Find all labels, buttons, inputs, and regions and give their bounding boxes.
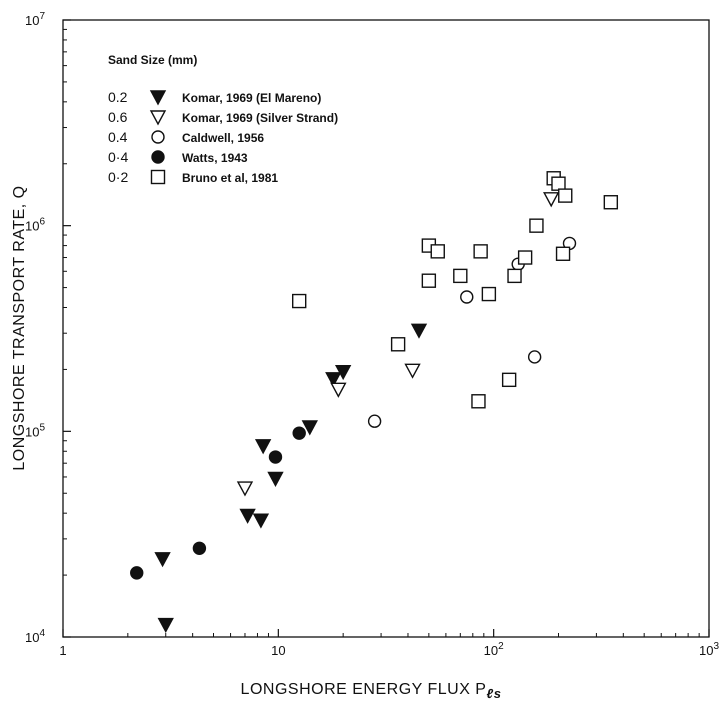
x-tick-label: 102 [484, 641, 504, 658]
x-tick-label: 10 [271, 643, 285, 658]
x-tick-label: 103 [699, 641, 719, 658]
data-point [154, 552, 171, 568]
data-point [252, 513, 270, 529]
legend-entry-label: Komar, 1969 (Silver Strand) [182, 111, 338, 125]
data-point [473, 244, 488, 259]
legend-sand-size: 0·2 [108, 169, 128, 185]
data-point [157, 617, 174, 633]
data-point [404, 363, 421, 379]
x-axis-label: LONGSHORE ENERGY FLUX Pℓs [241, 681, 502, 701]
data-point [390, 337, 406, 352]
legend-title: Sand Size (mm) [108, 53, 197, 67]
data-point [301, 420, 318, 436]
data-point [292, 293, 307, 309]
data-point [471, 394, 486, 409]
data-point [325, 372, 342, 388]
data-point [603, 195, 619, 210]
data-point [367, 414, 382, 428]
legend-sand-size: 0.2 [108, 89, 128, 105]
y-tick-label: 107 [25, 11, 45, 28]
data-point [130, 566, 144, 580]
data-point [192, 541, 207, 555]
axis-ticks: 1 10 102 103 104 105 106 107 [25, 11, 719, 658]
data-point [330, 382, 347, 398]
data-point [236, 481, 254, 497]
y-axis-label: LONGSHORE TRANSPORT RATE, Q [11, 185, 28, 470]
legend-marker [149, 110, 167, 126]
data-point [555, 246, 571, 261]
legend-marker [150, 169, 166, 185]
data-point [430, 244, 445, 259]
legend-sand-size: 0.6 [108, 109, 128, 125]
legend-entry-label: Komar, 1969 (El Mareno) [182, 91, 321, 105]
legend-marker [151, 130, 165, 144]
legend-entry-label: Bruno et al, 1981 [182, 171, 278, 185]
y-tick-label: 105 [25, 422, 45, 439]
legend-sand-size: 0·4 [108, 149, 128, 165]
data-point [410, 323, 428, 339]
data-point [421, 273, 437, 288]
data-points [130, 171, 619, 633]
y-tick-label: 106 [25, 217, 45, 234]
legend-entry-label: Watts, 1943 [182, 151, 248, 165]
data-point [551, 176, 566, 191]
data-point [517, 250, 533, 265]
plot-frame [62, 19, 710, 638]
y-tick-label: 104 [25, 628, 45, 645]
legend: Sand Size (mm) 0.2 Komar, 1969 (El Mareno)… [108, 53, 338, 185]
data-point [334, 364, 352, 381]
data-point [268, 450, 283, 464]
legend-marker [151, 150, 165, 164]
x-tick-label: 1 [59, 643, 66, 658]
legend-entry-label: Caldwell, 1956 [182, 131, 264, 145]
data-point [558, 188, 573, 203]
data-point [453, 268, 468, 284]
data-point [239, 508, 256, 524]
legend-marker [149, 90, 167, 106]
data-point [529, 218, 544, 233]
data-point [543, 192, 560, 208]
data-point [501, 372, 517, 388]
data-point [267, 471, 284, 487]
data-point [292, 426, 306, 440]
data-point [507, 268, 522, 284]
data-point [481, 286, 497, 302]
data-point [254, 439, 272, 455]
data-point [527, 350, 542, 364]
legend-sand-size: 0.4 [108, 129, 128, 145]
data-point [460, 290, 474, 304]
